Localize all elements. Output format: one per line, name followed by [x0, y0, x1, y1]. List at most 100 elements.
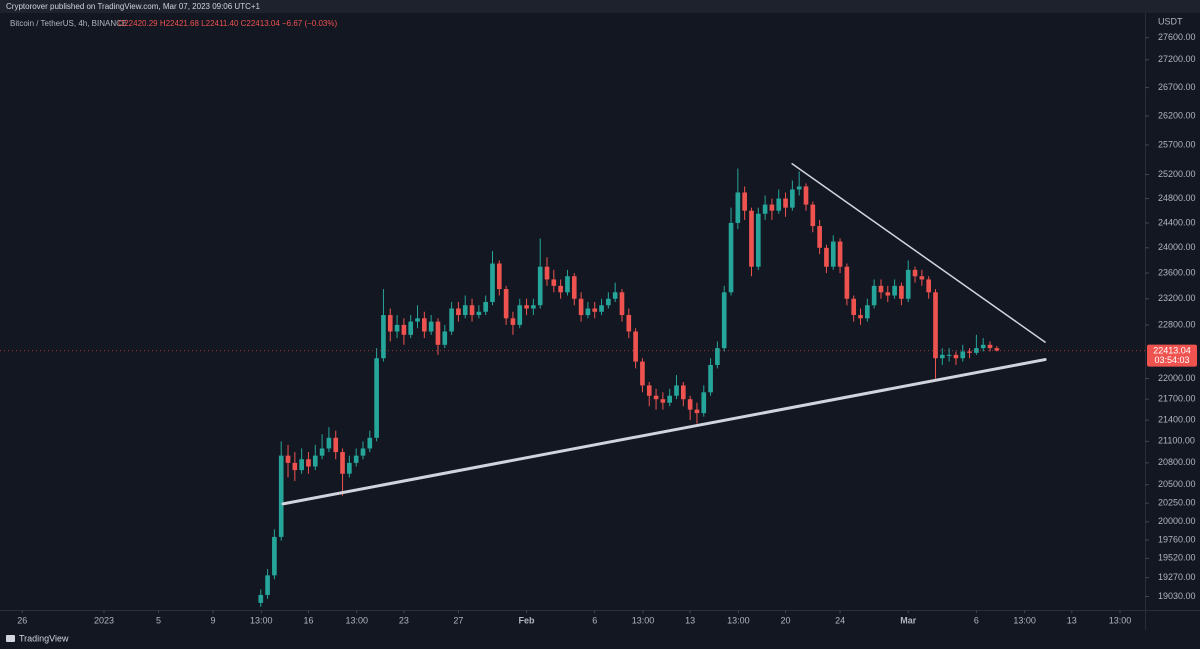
candle-body [646, 385, 652, 396]
candle-body [824, 247, 829, 267]
y-tick-label: 22000.00 [1158, 373, 1196, 383]
candle-body [265, 575, 270, 595]
candle-body [367, 437, 373, 449]
ohlc-legend: O22420.29 H22421.68 L22411.40 C22413.04 … [118, 19, 337, 28]
candle-body [422, 318, 427, 332]
last-price-box [1147, 344, 1197, 367]
x-tick-label: 13:00 [250, 615, 273, 625]
brand-text: TradingView [19, 633, 69, 643]
publish-bar [0, 0, 1200, 13]
y-tick-label: 21700.00 [1158, 394, 1196, 404]
candle-body [755, 213, 761, 267]
x-tick-label: 13:00 [1013, 615, 1036, 625]
candle-body [571, 276, 577, 299]
trendline [281, 358, 1047, 506]
candle-body [626, 315, 632, 332]
y-tick-label: 26700.00 [1158, 82, 1196, 92]
x-tick-label: 6 [592, 615, 597, 625]
candle-body [708, 364, 713, 393]
candle-body [442, 331, 448, 345]
candle-body [701, 392, 707, 414]
candle-body [619, 292, 625, 316]
y-tick-label: 22800.00 [1158, 319, 1196, 329]
candle-body [312, 455, 318, 467]
publish-text: Cryptorover published on TradingView.com… [6, 2, 261, 11]
candle-body [653, 395, 659, 400]
candle-body [496, 263, 502, 290]
candle-body [565, 276, 570, 293]
candle-body [817, 226, 822, 248]
x-tick-label: 20 [781, 615, 791, 625]
candle-body [490, 263, 495, 302]
x-tick-label: Feb [519, 615, 536, 625]
candle-body [905, 269, 911, 299]
candle-body [374, 358, 379, 438]
candle-body [633, 331, 638, 362]
candle-body [960, 351, 966, 359]
candle-body [681, 385, 686, 400]
candle-body [394, 324, 400, 332]
candle-body [674, 385, 679, 396]
brand-logo [6, 635, 15, 642]
candle-body [694, 409, 700, 414]
candle-body [415, 318, 420, 322]
candle-body [987, 344, 993, 349]
candle-body [837, 241, 843, 267]
candle-body [783, 198, 788, 208]
axes: 27600.00 27200.00 26700.00 26200.00 25700.00… [17, 32, 1197, 625]
candle-body [353, 455, 359, 463]
candle-body [347, 462, 352, 474]
candle-body [531, 305, 536, 309]
x-tick-label: 13:00 [727, 615, 750, 625]
candle-body [360, 448, 366, 456]
y-tick-label: 20800.00 [1158, 457, 1196, 467]
candle-body [858, 315, 863, 319]
x-tick-label: 2023 [94, 615, 114, 625]
x-tick-label: 5 [156, 615, 161, 625]
y-tick-label: 26200.00 [1158, 110, 1196, 120]
brand: TradingView [6, 633, 69, 643]
candle-body [640, 361, 645, 386]
candle-body [776, 198, 782, 211]
candle-body [769, 204, 775, 211]
candle-body [592, 308, 598, 312]
candle-body [919, 276, 925, 280]
x-tick-label: 13 [685, 615, 695, 625]
candle-body [606, 298, 611, 306]
countdown-label: 03:54:03 [1154, 355, 1189, 365]
y-tick-label: 24800.00 [1158, 193, 1196, 203]
candle-body [272, 536, 277, 576]
candle-body [926, 279, 931, 293]
candle-body [462, 305, 468, 316]
y-unit: USDT [1158, 16, 1183, 26]
candle-body [558, 285, 563, 293]
x-tick-label: 13:00 [632, 615, 655, 625]
candle-body [456, 308, 461, 316]
candle-body [306, 459, 311, 467]
candle-body [885, 292, 891, 296]
candle-body [762, 204, 768, 214]
candle-body [510, 318, 516, 325]
candle-body [933, 292, 938, 359]
y-tick-label: 21100.00 [1158, 436, 1195, 446]
candle-body [687, 399, 693, 410]
last-price-label: 22413.04 [1153, 345, 1191, 355]
y-tick-label: 27600.00 [1158, 32, 1196, 42]
y-tick-label: 23200.00 [1158, 293, 1196, 303]
candle-body [387, 315, 393, 332]
candle-body [428, 321, 434, 332]
candle-body [667, 395, 673, 403]
candle-body [980, 344, 986, 349]
candle-body [899, 285, 904, 299]
candle-body [524, 305, 529, 309]
candle-body [660, 399, 666, 403]
y-tick-label: 19760.00 [1158, 534, 1196, 544]
x-tick-label: 26 [17, 615, 27, 625]
candle-body [810, 204, 816, 227]
candle-body [871, 285, 877, 306]
y-tick-label: 25200.00 [1158, 169, 1196, 179]
x-tick-label: 13:00 [345, 615, 368, 625]
candle-body [865, 305, 870, 319]
